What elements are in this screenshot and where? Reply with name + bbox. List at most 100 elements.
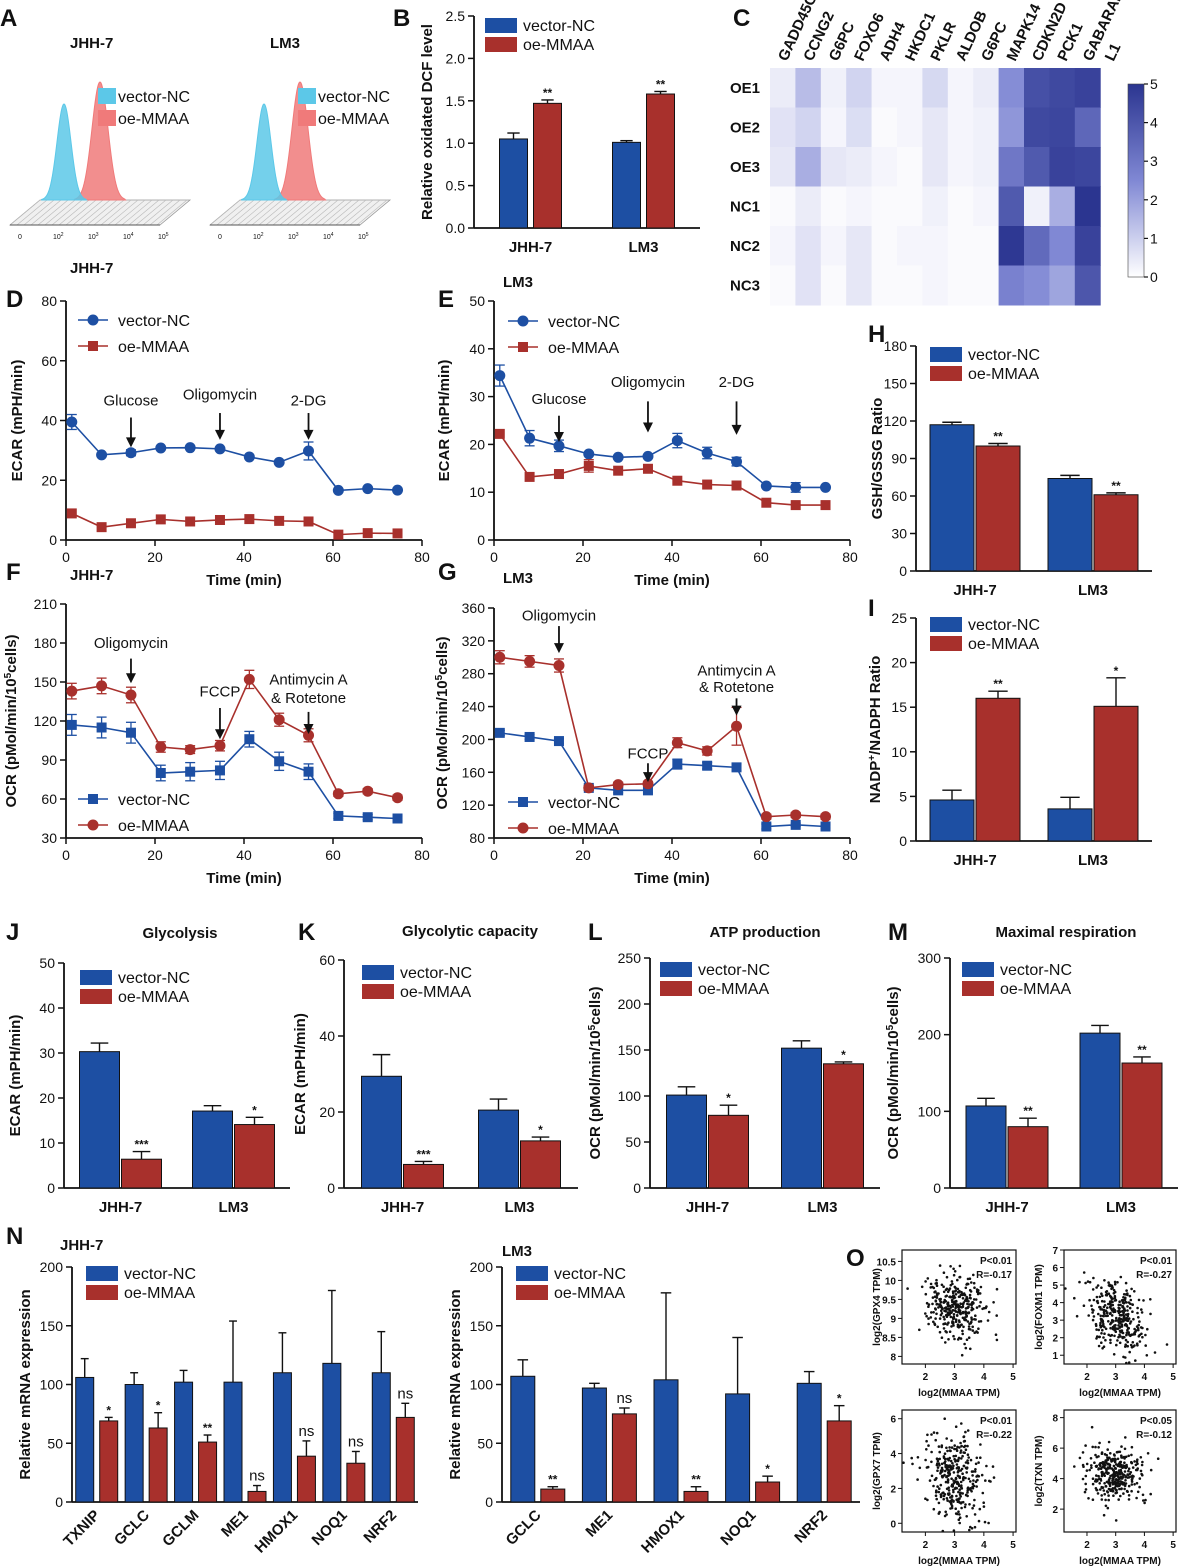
chart-O4-point: [1114, 1519, 1118, 1522]
chart-F-xlabel: Time (min): [206, 870, 282, 887]
chart-O2-point: [1111, 1319, 1114, 1322]
chart-O4-point: [1130, 1483, 1134, 1486]
chart-O3-point: [941, 1529, 945, 1533]
chart-O3-point: [962, 1435, 965, 1439]
chart-O1-point: [952, 1334, 955, 1338]
chart-O4-point: [1127, 1484, 1131, 1488]
chart-C-cell: [820, 226, 847, 266]
chart-O1-point: [940, 1306, 944, 1309]
chart-O4-point: [1119, 1494, 1122, 1498]
flow-0-legend-label-nc: vector-NC: [118, 89, 190, 106]
chart-G-annotation-arrow-head: [642, 772, 653, 783]
chart-O4-point: [1113, 1481, 1116, 1484]
chart-O1-point: [934, 1290, 937, 1293]
chart-O2-point: [1127, 1361, 1131, 1364]
chart-O3-ylabel: log2(GPX7 TPM): [872, 1432, 883, 1510]
chart-O4-point: [1111, 1457, 1115, 1461]
chart-O1-point: [964, 1346, 968, 1350]
chart-O1-point: [962, 1325, 965, 1329]
chart-O2-point: [1137, 1335, 1141, 1338]
chart-O2-point: [1102, 1336, 1105, 1339]
chart-O3-point: [952, 1529, 956, 1532]
chart-O1-point: [935, 1293, 939, 1297]
chart-O3-point: [965, 1471, 968, 1474]
chart-E-point: [613, 465, 624, 476]
chart-N1-category-label: NOQ1: [309, 1507, 351, 1549]
chart-O2-point: [1130, 1287, 1133, 1291]
chart-O2-point: [1136, 1311, 1139, 1315]
chart-O1-ytick-label: 8.5: [882, 1333, 896, 1344]
chart-D-annotation-label: Oligomycin: [183, 387, 257, 404]
chart-O3-point: [966, 1461, 970, 1465]
chart-O4-point: [1112, 1494, 1115, 1497]
chart-O1-point: [966, 1302, 969, 1306]
chart-O2-point: [1142, 1299, 1145, 1302]
chart-N1-bar-oe: [395, 1416, 415, 1503]
chart-E-point: [820, 500, 831, 511]
chart-E-point: [494, 428, 505, 439]
chart-O3-point: [974, 1468, 977, 1471]
chart-O4-point: [1122, 1464, 1125, 1467]
text-span: log2(FOXM1 TPM): [1034, 1264, 1045, 1350]
chart-O2-ytick-label: 7: [1052, 1246, 1058, 1257]
chart-N2-category-label: HMOX1: [638, 1507, 688, 1557]
chart-D-series-line: [71, 421, 398, 492]
chart-O3-point: [942, 1497, 945, 1501]
chart-O3-point: [964, 1430, 967, 1434]
chart-O3-point: [952, 1454, 955, 1458]
chart-O3-point: [954, 1507, 957, 1510]
chart-O3-point: [947, 1458, 950, 1462]
chart-O1-point: [942, 1315, 945, 1319]
chart-O3-point: [954, 1454, 958, 1458]
chart-O4-point: [1131, 1466, 1135, 1469]
chart-O3-xtick-label: 3: [952, 1540, 958, 1551]
chart-O2-point: [1121, 1335, 1125, 1339]
chart-O2-point: [1126, 1312, 1130, 1316]
chart-O1-point: [961, 1332, 964, 1336]
chart-O3-point: [957, 1510, 960, 1513]
chart-J-category-label: LM3: [219, 1199, 249, 1216]
chart-O2-point: [1125, 1316, 1129, 1320]
chart-O1-point: [939, 1313, 943, 1317]
chart-E-point: [761, 497, 772, 508]
chart-D-point: [362, 483, 374, 495]
chart-O1-point: [974, 1298, 978, 1301]
chart-H-ytick-label: 0: [899, 563, 907, 579]
chart-O3-point: [946, 1499, 949, 1502]
chart-O4-point: [1116, 1482, 1120, 1485]
chart-N1-bar-nc: [75, 1376, 95, 1503]
chart-O3-point: [954, 1459, 958, 1462]
chart-F-xtick-label: 40: [236, 847, 252, 863]
chart-O1-point: [926, 1277, 930, 1280]
chart-O3-point: [962, 1440, 966, 1443]
chart-F-xtick-label: 20: [147, 847, 163, 863]
chart-C-cell: [922, 147, 949, 187]
chart-J-ytick-label: 40: [39, 1000, 55, 1016]
chart-I-category-label: JHH-7: [953, 852, 996, 869]
chart-O4-point: [1114, 1484, 1117, 1488]
chart-O4-ytick-label: 2: [1052, 1505, 1058, 1516]
chart-O4-point: [1118, 1450, 1122, 1454]
chart-J-bar-nc: [79, 1051, 120, 1189]
chart-O4-point: [1130, 1489, 1133, 1493]
chart-O1-ytick-label: 10.5: [877, 1257, 897, 1268]
chart-C-cell: [1024, 186, 1050, 227]
flow-0-floor-line: [65, 199, 97, 226]
flow-0-floor-line: [149, 199, 181, 226]
chart-O3-point: [976, 1478, 979, 1482]
flow-0-axis-exponent: 3: [96, 232, 99, 238]
chart-O4-xlabel: log2(MMAA TPM): [1079, 1556, 1161, 1566]
flow-1-floor-line: [272, 199, 304, 226]
legend-label-nc: vector-NC: [968, 617, 1040, 634]
chart-O2-point: [1137, 1298, 1141, 1302]
chart-O3-stat-p: P<0.01: [980, 1416, 1012, 1427]
chart-O1-point: [946, 1304, 950, 1308]
chart-O4-point: [1104, 1498, 1107, 1502]
chart-O4-point: [1138, 1485, 1141, 1489]
chart-O1-point: [952, 1297, 955, 1300]
chart-O3-point: [940, 1474, 944, 1478]
chart-O2-point: [1107, 1302, 1110, 1306]
chart-C-cell: [947, 265, 974, 306]
flow-1-floor-line: [237, 199, 269, 226]
chart-O2-point: [1082, 1271, 1086, 1274]
